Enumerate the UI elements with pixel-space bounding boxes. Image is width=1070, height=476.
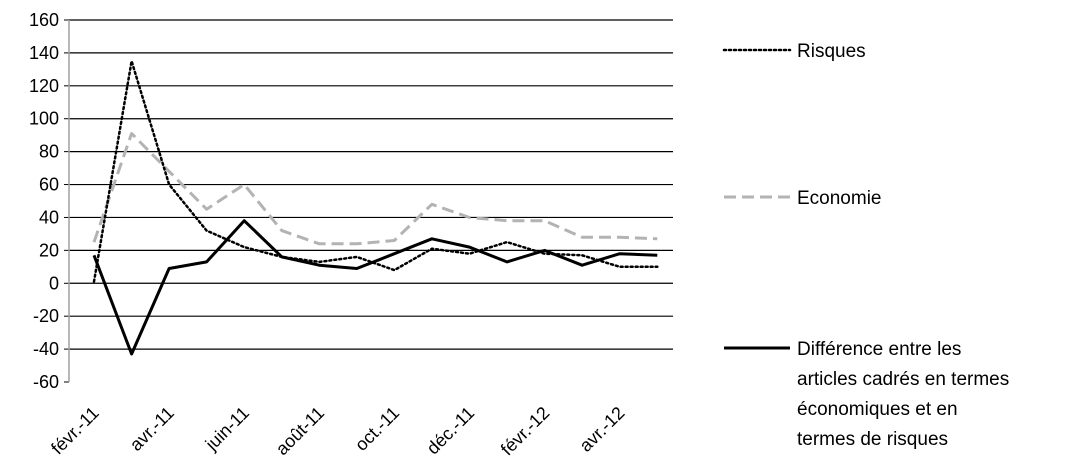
x-tick-label: avr.-12 (575, 403, 628, 456)
y-tick-label: 160 (29, 10, 59, 30)
x-tick-label: avr.-11 (126, 403, 178, 455)
legend-label: Différence entre les (797, 339, 961, 360)
y-tick-label: 140 (29, 43, 59, 63)
x-tick-label: août-11 (272, 403, 328, 459)
legend-label: Economie (797, 188, 882, 209)
y-tick-label: 20 (39, 240, 59, 260)
y-tick-label: 80 (39, 142, 59, 162)
legend-label: articles cadrés en termes (797, 369, 1009, 390)
y-tick-label: 120 (29, 76, 59, 96)
y-tick-label: -40 (33, 339, 59, 359)
y-tick-label: 100 (29, 109, 59, 129)
x-tick-label: févr.-12 (497, 403, 554, 460)
legend: Risques Economie Différence entre les artic… (722, 41, 1009, 450)
legend-label: économiques et en (797, 399, 958, 420)
y-tick-label: 40 (39, 207, 59, 227)
y-tick-label: -20 (33, 306, 59, 326)
y-tick-label: -60 (33, 372, 59, 392)
series-lines (92, 59, 659, 356)
x-tick-label: juin-11 (201, 403, 253, 455)
x-tick-label: oct.-11 (351, 403, 403, 455)
series-line-dashed (92, 132, 658, 246)
series-line-solid (92, 219, 658, 356)
x-tick-label: févr.-11 (47, 403, 103, 459)
series-line-dotted (92, 59, 659, 283)
y-tick-label: 0 (49, 273, 59, 293)
legend-label: Risques (797, 41, 866, 62)
x-axis-tick-labels: févr.-11 avr.-11 juin-11 août-11 oct.-11 déc.… (47, 403, 628, 460)
x-tick-label: déc.-11 (423, 403, 479, 459)
y-tick-label: 60 (39, 175, 59, 195)
legend-label: termes de risques (797, 429, 948, 450)
y-axis-tick-labels: 160 140 120 100 80 60 40 20 0 -20 -40 -60 (29, 10, 59, 392)
gridlines (69, 19, 673, 350)
axes (64, 19, 70, 383)
